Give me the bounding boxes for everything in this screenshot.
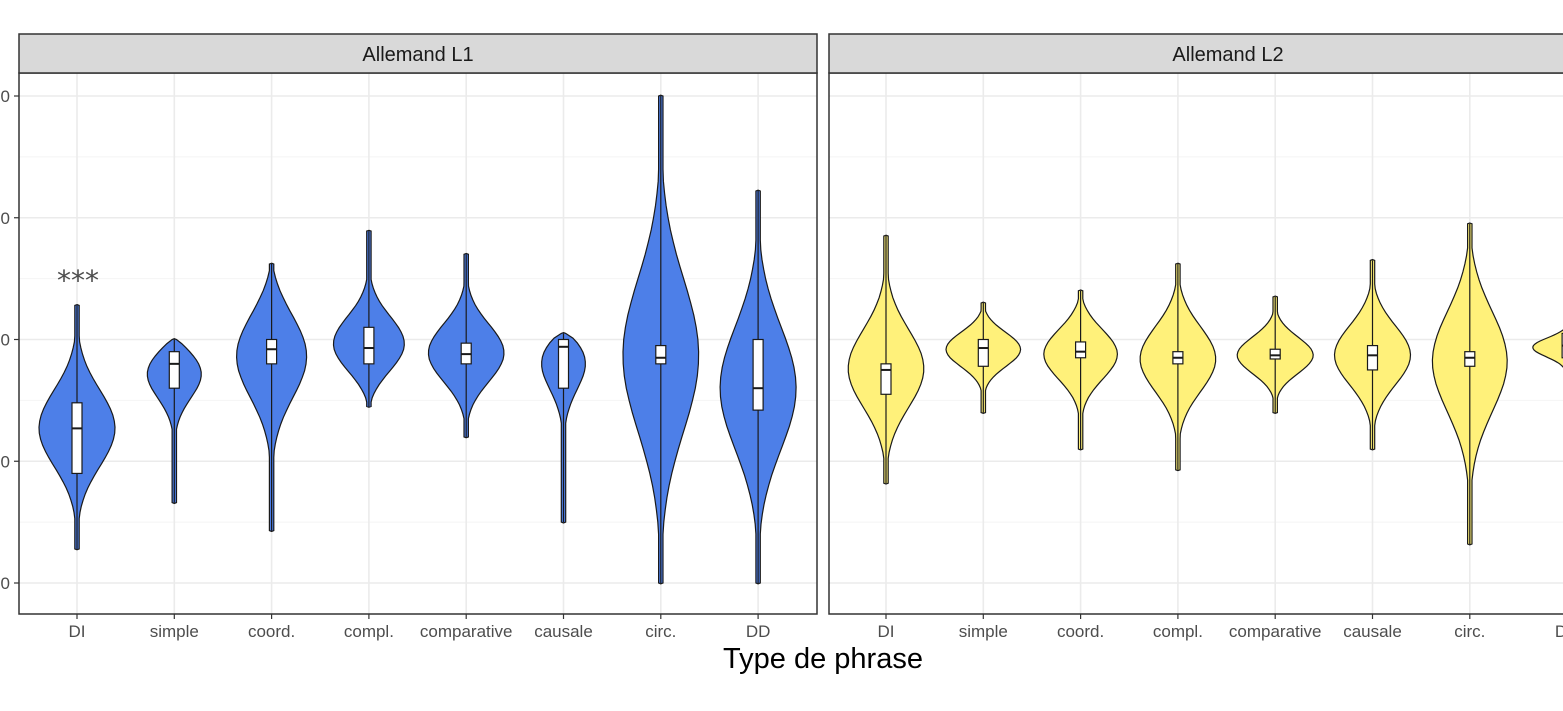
violin-DD [719, 189, 797, 585]
significance-annotation: *** [57, 264, 99, 297]
x-tick-label: DD [1555, 622, 1563, 641]
x-tick-label: simple [959, 622, 1008, 641]
violin-DI [847, 234, 925, 485]
strip-label: Allemand L2 [1172, 44, 1283, 66]
x-tick-label: circ. [645, 622, 676, 641]
strip-background [828, 33, 1563, 74]
violin-causale [1333, 258, 1412, 451]
violin-body [1532, 329, 1563, 368]
violin-coord. [1043, 289, 1119, 451]
violin-box [266, 338, 278, 365]
x-tick-label: DI [69, 622, 86, 641]
y-tick-label: 0 [1, 331, 10, 350]
violin-box [1269, 348, 1281, 360]
x-tick-label: causale [1343, 622, 1402, 641]
violin-group [38, 94, 797, 585]
x-tick-label: causale [534, 622, 593, 641]
violin-box [1074, 341, 1087, 359]
x-tick-label: compl. [1153, 622, 1203, 641]
x-tick-label: coord. [248, 622, 295, 641]
violin-box [880, 363, 892, 395]
violin-box [363, 326, 375, 365]
violin-box [655, 344, 667, 365]
violin-box [1464, 351, 1476, 367]
violin-simple [945, 301, 1022, 414]
y-tick-label: 0 [1, 209, 10, 228]
violin-circ. [622, 94, 700, 585]
x-tick-label: DD [746, 622, 771, 641]
y-tick-label: 0 [1, 87, 10, 106]
violin-comparative [1236, 295, 1314, 414]
violin-DI [38, 303, 116, 551]
violin-circ. [1431, 222, 1508, 546]
y-tick-label: 0 [1, 452, 10, 471]
violin-box [168, 351, 180, 389]
y-axis: 0 0 0 0 0 [1, 87, 19, 593]
violin-group [847, 222, 1563, 546]
x-tick-label: compl. [344, 622, 394, 641]
strip-background [18, 33, 818, 74]
panel-allemand-l2: Allemand L2 DI simple coord. compl. comparat… [828, 33, 1563, 641]
panel-allemand-l1: Allemand L1 *** DI simple coord. compl. comp… [18, 33, 818, 641]
y-tick-label: 0 [1, 574, 10, 593]
violin-compl. [332, 229, 405, 408]
violin-box [1366, 344, 1379, 371]
violin-compl. [1139, 262, 1217, 472]
x-tick-label: comparative [420, 622, 513, 641]
violin-box [977, 338, 989, 367]
x-tick-labels: DI simple coord. compl. comparative causale ci… [878, 614, 1563, 641]
x-tick-label: circ. [1454, 622, 1485, 641]
violin-simple [146, 338, 202, 505]
violin-causale [541, 331, 586, 524]
violin-box [557, 338, 570, 389]
x-tick-label: comparative [1229, 622, 1322, 641]
violin-box [71, 402, 83, 475]
violin-comparative [427, 252, 505, 439]
x-tick-label: simple [150, 622, 199, 641]
x-tick-label: coord. [1057, 622, 1104, 641]
strip-label: Allemand L1 [362, 44, 473, 66]
x-axis-title: Type de phrase [723, 643, 923, 675]
violin-coord. [235, 262, 308, 533]
violin-box [752, 338, 764, 411]
x-tick-labels: DI simple coord. compl. comparative causale ci… [69, 614, 771, 641]
x-tick-label: DI [878, 622, 895, 641]
